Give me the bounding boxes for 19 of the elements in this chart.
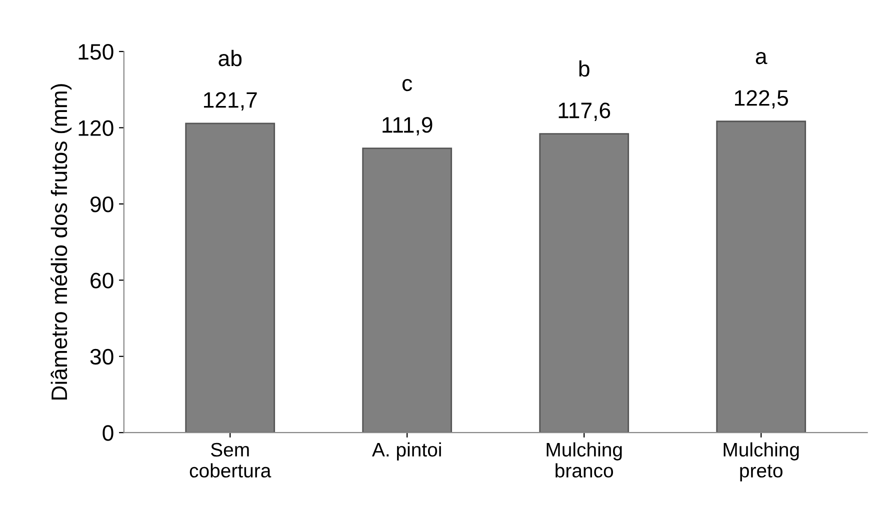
data-label: 121,7 <box>204 92 257 111</box>
y-tick-label: 120 <box>78 120 114 136</box>
x-tick-label: A. pintoi <box>372 442 441 460</box>
x-tick-label: Mulching preto <box>724 442 799 482</box>
data-label: 117,6 <box>558 102 610 121</box>
data-label: 111,9 <box>382 117 432 136</box>
annotation: c <box>402 78 412 92</box>
y-tick-label: 30 <box>90 348 114 365</box>
y-tick-label: 0 <box>102 425 114 441</box>
y-tick-label: 150 <box>78 44 114 60</box>
x-tick-label: Mulching branco <box>546 442 622 478</box>
y-tick-label: 90 <box>90 196 114 212</box>
annotation: a <box>756 52 768 64</box>
annotation: b <box>579 60 590 77</box>
annotation: ab <box>218 50 242 66</box>
data-label: 122,5 <box>734 90 788 108</box>
y-tick-label: 60 <box>90 272 114 288</box>
y-axis-title: Diâmetro médio dos frutos (mm) <box>50 84 72 400</box>
x-tick-label: Sem cobertura <box>190 442 272 478</box>
